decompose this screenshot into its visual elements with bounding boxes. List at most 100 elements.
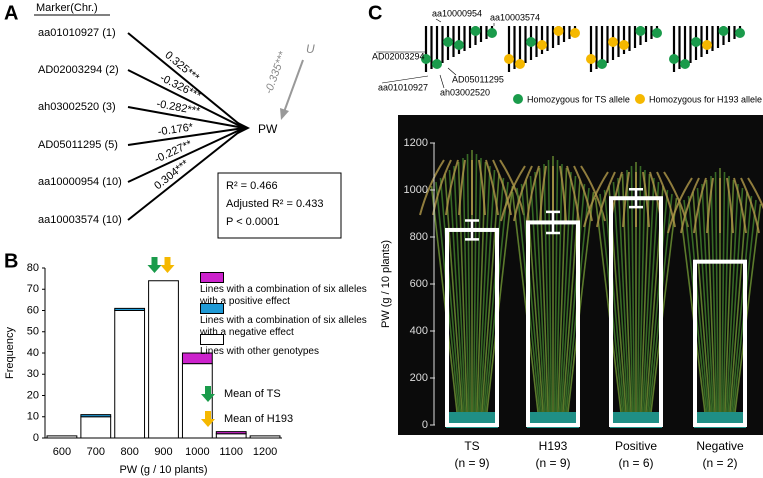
genotype-marker-label: AD02003294: [372, 51, 425, 61]
marker-header: Marker(Chr.): [36, 2, 98, 14]
genotype-dot: [537, 40, 547, 50]
plant-stem: [617, 177, 631, 426]
genotype-marker-label: AD05011295: [452, 74, 504, 84]
plant-stem: [728, 191, 748, 426]
y-tick-label: 40: [27, 347, 39, 359]
plant-stem: [466, 153, 472, 426]
residual-label: U: [306, 42, 315, 56]
residual-arrow: [283, 59, 304, 113]
legend-swatch: [200, 334, 224, 345]
genotype-dot: [487, 28, 497, 38]
stats-box: [217, 172, 342, 239]
stat: P < 0.0001: [226, 216, 279, 228]
annotation-label: Mean of H193: [224, 413, 293, 425]
plant-stem: [642, 181, 660, 426]
plant-panicle: [740, 177, 760, 234]
plant-panicle: [706, 177, 714, 234]
plant-stem: [603, 189, 627, 426]
plant-stem: [474, 157, 482, 426]
genotype-dot: [454, 40, 464, 50]
plant-panicle: [539, 165, 547, 222]
plant-stem: [520, 183, 544, 426]
plant-stem: [722, 175, 730, 426]
path-coefficient: -0.176*: [157, 121, 195, 138]
marker-label: aa10000954 (10): [38, 176, 122, 188]
plant-stem: [480, 173, 500, 426]
plant-stem: [714, 171, 720, 426]
genotype-dot: [553, 26, 564, 36]
plant-stem: [626, 169, 634, 426]
panel-label: C: [368, 2, 382, 24]
plant-panicle: [726, 177, 734, 234]
plant-panicle: [573, 165, 593, 222]
plant-stem: [439, 177, 463, 426]
y-tick-label: 1200: [404, 137, 428, 149]
legend-label: Lines with a combination of six alleles …: [200, 284, 367, 307]
x-tick-label: 800: [120, 446, 138, 458]
sample-size: (n = 9): [535, 456, 570, 470]
x-tick-label: 600: [53, 446, 71, 458]
marker-pointer: [381, 75, 429, 84]
x-tick-label: 1200: [253, 446, 277, 458]
marker-label: AD05011295 (5): [38, 139, 118, 151]
y-axis-label: Frequency: [4, 327, 16, 379]
genotype-dot: [443, 37, 453, 47]
plant-stem: [481, 177, 505, 426]
genotype-dot: [421, 54, 431, 64]
y-tick-label: 800: [410, 231, 428, 243]
plant-panicle: [492, 159, 512, 216]
sample-size: (n = 9): [454, 456, 489, 470]
bar-segment: [181, 352, 213, 365]
path-line: [127, 106, 245, 129]
x-tick-label: Negative: [696, 439, 744, 453]
plant-stem: [478, 169, 496, 426]
plant-stem: [636, 165, 642, 426]
plant-panicle: [583, 171, 609, 228]
plant-panicle: [566, 165, 580, 222]
marker-label: ah03002520 (3): [38, 101, 116, 113]
genotype-dot: [702, 40, 712, 50]
error-bar: [465, 219, 479, 241]
plant-stem: [630, 165, 636, 426]
plant-stem: [547, 159, 553, 426]
genotype-marker-label: aa01010927: [378, 82, 428, 92]
genotype-marker-label: aa10003574: [490, 12, 540, 22]
bar-segment: [80, 416, 112, 439]
bar-segment: [148, 280, 179, 439]
plant-stem: [448, 169, 466, 426]
error-bar: [629, 188, 643, 209]
genotype-marker-label: ah03002520: [440, 87, 490, 97]
plant-panicle: [458, 159, 466, 216]
mean-arrow: [147, 257, 162, 273]
plant-stem: [453, 165, 467, 426]
plant-panicle: [485, 159, 499, 216]
y-tick-label: 50: [27, 326, 39, 338]
genotype-dot: [669, 54, 679, 64]
x-tick-label: Positive: [615, 439, 657, 453]
legend-arrow: [201, 411, 215, 427]
genotype-dot: [652, 28, 662, 38]
plant-panicle: [747, 177, 763, 210]
x-tick-label: TS: [464, 439, 479, 453]
y-tick-label: 80: [27, 262, 39, 274]
response-label: PW: [258, 122, 278, 136]
plant-panicle: [559, 165, 567, 222]
bar-segment: [215, 433, 247, 439]
bar-segment: [114, 307, 146, 311]
marker-label: aa01010927 (1): [38, 27, 116, 39]
y-tick-label: 400: [410, 325, 428, 337]
residual-arrowhead: [280, 108, 289, 120]
plant-stem: [559, 175, 577, 426]
panel-label: B: [4, 250, 18, 272]
plant-stem: [638, 169, 646, 426]
plant-stem: [692, 191, 712, 426]
genotype-dot: [619, 40, 629, 50]
genotype-marker-label: aa10000954: [432, 8, 482, 18]
plant-stem: [562, 183, 586, 426]
plant-stem: [553, 159, 559, 426]
plant-stem: [529, 175, 547, 426]
path-coefficient: -0.282***: [155, 98, 201, 118]
plant-panicle: [667, 177, 693, 234]
